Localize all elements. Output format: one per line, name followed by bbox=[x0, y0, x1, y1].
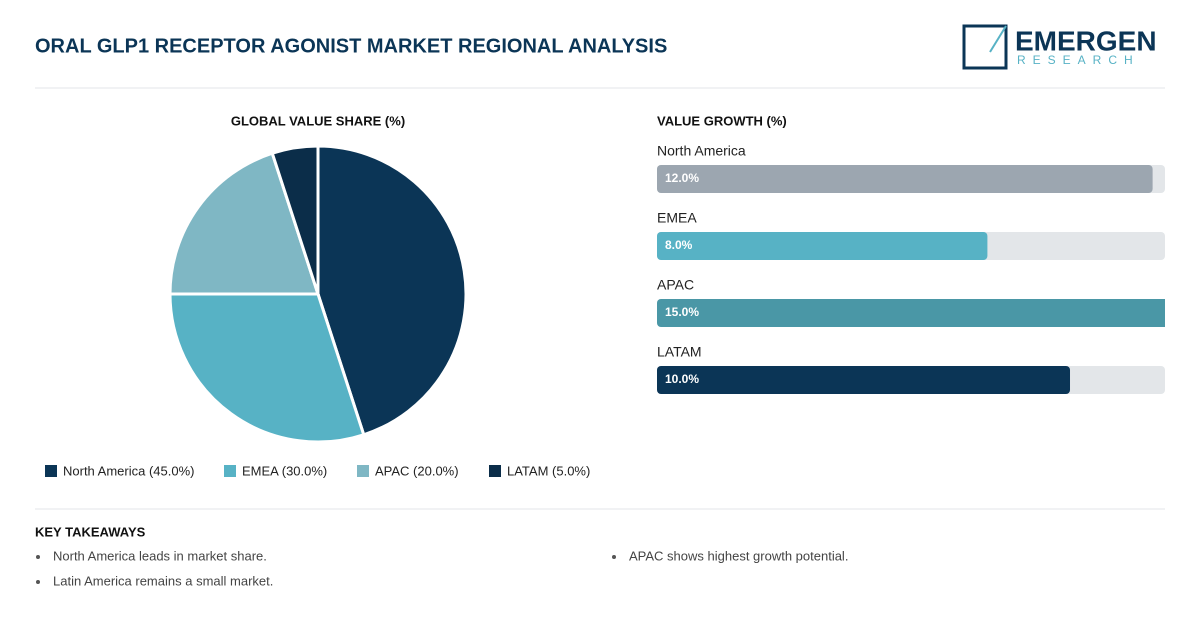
legend-label: APAC (20.0%) bbox=[375, 463, 459, 478]
takeaways-title: KEY TAKEAWAYS bbox=[35, 524, 146, 539]
pie-title: GLOBAL VALUE SHARE (%) bbox=[231, 113, 405, 128]
legend-swatch bbox=[224, 465, 236, 477]
logo-sub: RESEARCH bbox=[1017, 53, 1140, 67]
bar bbox=[657, 366, 1071, 394]
takeaway: Latin America remains a small market. bbox=[53, 573, 273, 588]
logo: EMERGEN RESEARCH bbox=[962, 24, 1157, 70]
takeaway: North America leads in market share. bbox=[53, 548, 267, 563]
legend-swatch bbox=[357, 465, 369, 477]
legend-label: EMEA (30.0%) bbox=[242, 463, 327, 478]
takeaway: APAC shows highest growth potential. bbox=[629, 548, 848, 563]
logo-accent bbox=[989, 25, 1007, 53]
bar-category: EMEA bbox=[657, 210, 697, 226]
bar bbox=[657, 232, 988, 260]
bar-title: VALUE GROWTH (%) bbox=[657, 113, 787, 128]
pie-slice bbox=[270, 144, 320, 295]
bullet bbox=[36, 580, 40, 584]
legend-label: North America (45.0%) bbox=[63, 463, 195, 478]
page-title: ORAL GLP1 RECEPTOR AGONIST MARKET REGION… bbox=[35, 35, 667, 57]
pie-slice bbox=[168, 151, 321, 296]
bullet bbox=[612, 555, 616, 559]
pie-slice bbox=[316, 144, 468, 437]
logo-main: EMERGEN bbox=[1015, 25, 1157, 56]
bar-value-label: 12.0% bbox=[665, 171, 699, 185]
bar bbox=[657, 299, 1165, 327]
bar-value-label: 15.0% bbox=[665, 305, 699, 319]
bullet bbox=[36, 555, 40, 559]
bar-value-label: 10.0% bbox=[665, 372, 699, 386]
legend-swatch bbox=[489, 465, 501, 477]
bar-value-label: 8.0% bbox=[665, 238, 693, 252]
bar-category: LATAM bbox=[657, 344, 702, 360]
legend-label: LATAM (5.0%) bbox=[507, 463, 590, 478]
bar bbox=[657, 165, 1153, 193]
bar-category: North America bbox=[657, 143, 746, 159]
bar-category: APAC bbox=[657, 277, 694, 293]
logo-box bbox=[962, 24, 1008, 70]
legend-swatch bbox=[45, 465, 57, 477]
pie-slice bbox=[168, 292, 366, 444]
